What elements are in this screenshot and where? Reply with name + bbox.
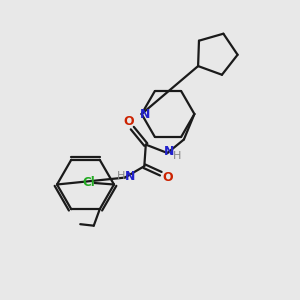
Text: N: N: [140, 107, 150, 121]
Text: N: N: [124, 170, 135, 183]
Text: H: H: [117, 171, 125, 182]
Text: Cl: Cl: [82, 176, 95, 190]
Text: N: N: [164, 145, 174, 158]
Text: O: O: [123, 115, 134, 128]
Text: O: O: [162, 171, 173, 184]
Text: H: H: [173, 151, 181, 161]
